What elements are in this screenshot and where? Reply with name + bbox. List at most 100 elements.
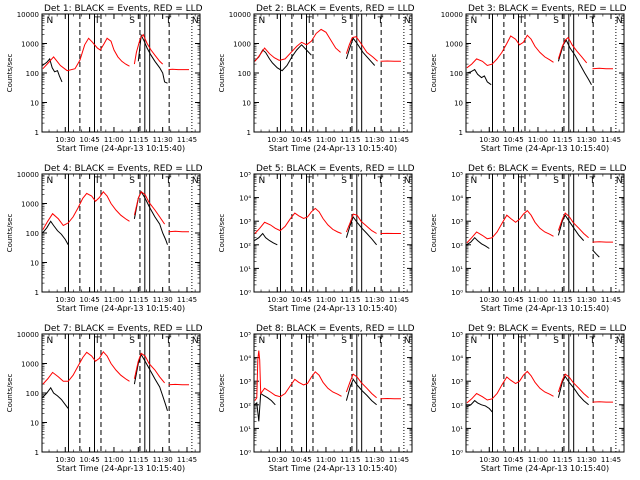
region-letter: N bbox=[259, 176, 266, 186]
y-tick-label: 10³ bbox=[451, 218, 463, 226]
region-letter: N bbox=[404, 336, 411, 346]
x-tick-label: 10:45 bbox=[292, 136, 312, 144]
x-tick-label: 10:45 bbox=[80, 296, 100, 304]
chart-panel-det-4: Det 4: BLACK = Events, RED = LLD N T S T N 1 10… bbox=[6, 164, 203, 313]
chart-title: Det 2: BLACK = Events, RED = LLD bbox=[256, 4, 415, 14]
x-tick-label: 11:00 bbox=[316, 136, 336, 144]
x-tick-label: 11:15 bbox=[340, 456, 360, 464]
series-line-events bbox=[133, 353, 168, 411]
region-letter: S bbox=[553, 16, 559, 26]
y-tick-label: 10³ bbox=[451, 378, 463, 386]
x-tick-label: 11:15 bbox=[128, 136, 148, 144]
region-letter: S bbox=[341, 176, 347, 186]
plot-frame bbox=[253, 173, 413, 293]
y-tick-label: 10 bbox=[242, 100, 251, 108]
y-tick-label: 10¹ bbox=[451, 425, 463, 433]
x-tick-label: 10:30 bbox=[55, 136, 75, 144]
x-tick-label: 11:30 bbox=[577, 136, 597, 144]
plot-frame bbox=[41, 13, 201, 133]
y-axis-label: Counts/sec bbox=[6, 214, 14, 253]
x-tick-label: 11:00 bbox=[104, 296, 124, 304]
y-tick-label: 10⁰ bbox=[239, 449, 251, 457]
y-tick-label: 10⁵ bbox=[239, 331, 251, 339]
y-tick-label: 10 bbox=[30, 100, 39, 108]
x-tick-label: 10:30 bbox=[479, 456, 499, 464]
x-axis-label: Start Time (24-Apr-13 10:15:40) bbox=[57, 464, 185, 473]
chart-panel-det-5: Det 5: BLACK = Events, RED = LLD N T S T N 10⁰… bbox=[218, 164, 415, 313]
x-tick-label: 10:30 bbox=[267, 456, 287, 464]
y-tick-label: 100 bbox=[26, 70, 39, 78]
x-tick-label: 11:15 bbox=[340, 136, 360, 144]
x-tick-label: 11:15 bbox=[552, 296, 572, 304]
x-axis-label: Start Time (24-Apr-13 10:15:40) bbox=[269, 464, 397, 473]
region-letter: N bbox=[259, 336, 266, 346]
region-letter: T bbox=[377, 336, 384, 346]
y-tick-label: 100 bbox=[26, 230, 39, 238]
y-tick-label: 10⁴ bbox=[451, 195, 463, 203]
y-axis-label: Counts/sec bbox=[430, 54, 438, 93]
region-letter: N bbox=[616, 16, 623, 26]
region-letter: S bbox=[553, 176, 559, 186]
chart-panel-det-2: Det 2: BLACK = Events, RED = LLD N T S T N 1 10… bbox=[218, 4, 415, 153]
series-line-lld bbox=[592, 67, 613, 70]
x-tick-label: 11:00 bbox=[528, 136, 548, 144]
region-letter: N bbox=[616, 336, 623, 346]
y-tick-label: 10⁰ bbox=[451, 289, 463, 297]
series-line-events bbox=[42, 57, 63, 83]
region-letter: N bbox=[471, 16, 478, 26]
chart-panel-det-9: Det 9: BLACK = Events, RED = LLD N T S T N 10⁰… bbox=[430, 324, 627, 473]
series-line-lld bbox=[557, 212, 589, 239]
y-tick-label: 10⁴ bbox=[239, 195, 251, 203]
series-line-lld bbox=[466, 370, 554, 404]
plot-frame bbox=[41, 173, 201, 293]
x-tick-label: 11:00 bbox=[316, 456, 336, 464]
series-line-events bbox=[42, 386, 69, 409]
y-tick-label: 10000 bbox=[229, 11, 251, 19]
series-line-events bbox=[345, 37, 376, 66]
region-letter: N bbox=[47, 176, 54, 186]
x-axis-label: Start Time (24-Apr-13 10:15:40) bbox=[269, 304, 397, 313]
series-line-lld bbox=[168, 230, 189, 233]
chart-title: Det 4: BLACK = Events, RED = LLD bbox=[44, 164, 203, 174]
y-tick-label: 10³ bbox=[239, 378, 251, 386]
region-letter: T bbox=[589, 16, 596, 26]
x-tick-label: 11:30 bbox=[577, 456, 597, 464]
series-line-events bbox=[254, 44, 312, 72]
region-letter: S bbox=[129, 176, 135, 186]
region-letter: T bbox=[306, 16, 313, 26]
x-tick-label: 11:45 bbox=[177, 296, 197, 304]
x-tick-label: 11:15 bbox=[128, 296, 148, 304]
series-line-lld bbox=[42, 37, 130, 72]
series-line-events bbox=[466, 68, 492, 86]
x-tick-label: 10:30 bbox=[479, 136, 499, 144]
series-line-events bbox=[345, 215, 377, 246]
region-letter: T bbox=[377, 176, 384, 186]
chart-panel-det-1: Det 1: BLACK = Events, RED = LLD N T S T N 1 10… bbox=[6, 4, 203, 153]
x-tick-label: 10:45 bbox=[504, 296, 524, 304]
x-tick-label: 10:45 bbox=[504, 456, 524, 464]
plot-frame bbox=[465, 333, 625, 453]
x-tick-label: 10:30 bbox=[479, 296, 499, 304]
region-letter: N bbox=[192, 16, 199, 26]
plot-frame bbox=[253, 13, 413, 133]
y-tick-label: 10⁵ bbox=[451, 331, 463, 339]
y-tick-label: 10² bbox=[239, 402, 251, 410]
x-tick-label: 11:45 bbox=[389, 296, 409, 304]
x-tick-label: 11:30 bbox=[365, 136, 385, 144]
x-tick-label: 11:45 bbox=[601, 136, 621, 144]
series-line-lld bbox=[254, 28, 341, 62]
y-tick-label: 1 bbox=[35, 449, 39, 457]
x-tick-label: 11:30 bbox=[153, 456, 173, 464]
x-tick-label: 11:45 bbox=[177, 136, 197, 144]
y-tick-label: 10000 bbox=[17, 11, 39, 19]
x-tick-label: 11:00 bbox=[104, 136, 124, 144]
region-letter: T bbox=[589, 176, 596, 186]
region-letter: S bbox=[341, 16, 347, 26]
x-tick-label: 11:00 bbox=[528, 456, 548, 464]
region-letter: T bbox=[165, 16, 172, 26]
y-tick-label: 10000 bbox=[441, 11, 463, 19]
y-tick-label: 10² bbox=[239, 242, 251, 250]
series-line-lld bbox=[345, 213, 377, 234]
chart-panel-det-6: Det 6: BLACK = Events, RED = LLD N T S T N 10⁰… bbox=[430, 164, 627, 313]
y-axis-label: Counts/sec bbox=[430, 374, 438, 413]
